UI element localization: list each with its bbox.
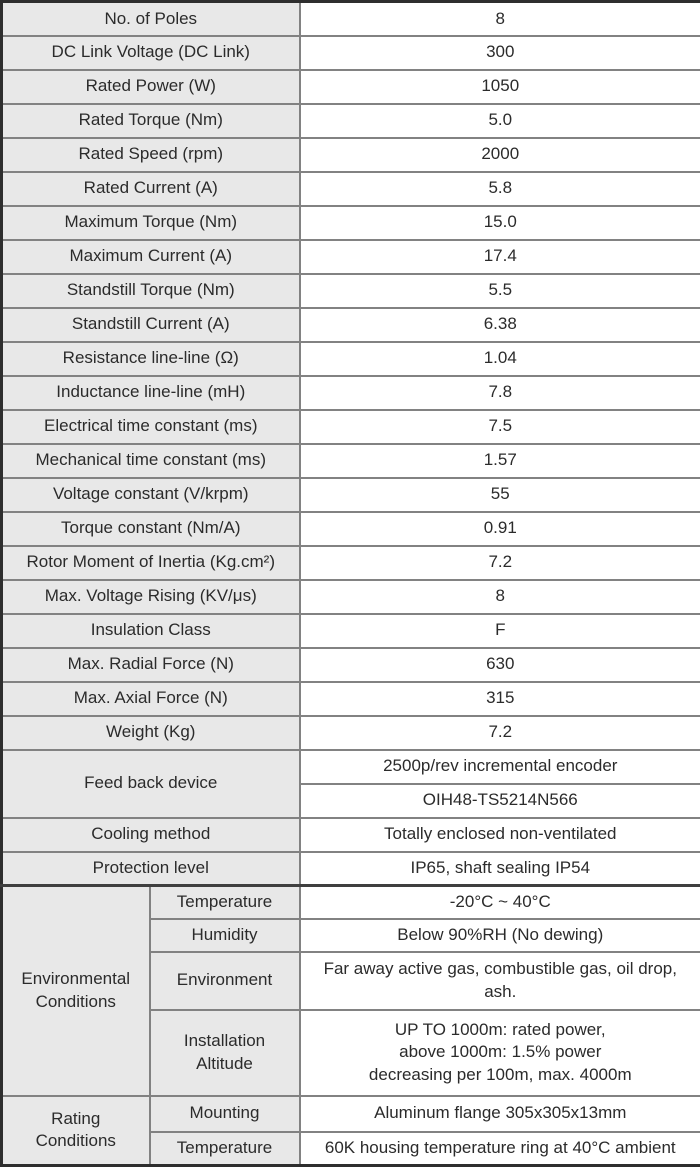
spec-row: Maximum Torque (Nm) 15.0: [2, 206, 700, 240]
condition-label: Temperature: [150, 1132, 300, 1166]
spec-value: 15.0: [300, 206, 700, 240]
condition-value: -20°C ~ 40°C: [300, 886, 700, 919]
spec-label: Standstill Current (A): [2, 308, 300, 342]
spec-label: Max. Axial Force (N): [2, 682, 300, 716]
spec-label: Torque constant (Nm/A): [2, 512, 300, 546]
spec-label: Voltage constant (V/krpm): [2, 478, 300, 512]
spec-value: 7.2: [300, 716, 700, 750]
condition-row: Rating Conditions Mounting Aluminum flan…: [2, 1096, 700, 1132]
spec-value: IP65, shaft sealing IP54: [300, 852, 700, 886]
spec-label: Maximum Torque (Nm): [2, 206, 300, 240]
spec-label: Protection level: [2, 852, 300, 886]
spec-label: Inductance line-line (mH): [2, 376, 300, 410]
spec-row: Rated Current (A) 5.8: [2, 172, 700, 206]
spec-row: Rated Speed (rpm) 2000: [2, 138, 700, 172]
spec-label: No. of Poles: [2, 2, 300, 36]
spec-row: Rated Torque (Nm) 5.0: [2, 104, 700, 138]
spec-value: 1.04: [300, 342, 700, 376]
spec-value: 7.2: [300, 546, 700, 580]
spec-label: Mechanical time constant (ms): [2, 444, 300, 478]
spec-row: Protection level IP65, shaft sealing IP5…: [2, 852, 700, 886]
spec-value: 55: [300, 478, 700, 512]
spec-row: Maximum Current (A) 17.4: [2, 240, 700, 274]
environmental-conditions-label: Environmental Conditions: [2, 886, 150, 1096]
spec-row: Max. Voltage Rising (KV/μs) 8: [2, 580, 700, 614]
spec-row: Rotor Moment of Inertia (Kg.cm²) 7.2: [2, 546, 700, 580]
spec-value: 630: [300, 648, 700, 682]
condition-label: Humidity: [150, 919, 300, 952]
spec-row: Max. Radial Force (N) 630: [2, 648, 700, 682]
spec-row: Max. Axial Force (N) 315: [2, 682, 700, 716]
spec-label: DC Link Voltage (DC Link): [2, 36, 300, 70]
spec-row: Voltage constant (V/krpm) 55: [2, 478, 700, 512]
spec-row: Insulation Class F: [2, 614, 700, 648]
condition-value: 60K housing temperature ring at 40°C amb…: [300, 1132, 700, 1166]
condition-label: Temperature: [150, 886, 300, 919]
spec-label: Standstill Torque (Nm): [2, 274, 300, 308]
spec-value: 1.57: [300, 444, 700, 478]
spec-row: No. of Poles 8: [2, 2, 700, 36]
spec-row: DC Link Voltage (DC Link) 300: [2, 36, 700, 70]
spec-value: 6.38: [300, 308, 700, 342]
spec-label: Weight (Kg): [2, 716, 300, 750]
feedback-device-value: OIH48-TS5214N566: [300, 784, 700, 818]
spec-label: Max. Radial Force (N): [2, 648, 300, 682]
spec-value: F: [300, 614, 700, 648]
spec-value: 8: [300, 2, 700, 36]
spec-value: 1050: [300, 70, 700, 104]
rating-conditions-label: Rating Conditions: [2, 1096, 150, 1166]
spec-label: Insulation Class: [2, 614, 300, 648]
feedback-row: Feed back device 2500p/rev incremental e…: [2, 750, 700, 784]
spec-row: Standstill Current (A) 6.38: [2, 308, 700, 342]
spec-value: 7.5: [300, 410, 700, 444]
spec-label: Max. Voltage Rising (KV/μs): [2, 580, 300, 614]
spec-value: 2000: [300, 138, 700, 172]
spec-row: Standstill Torque (Nm) 5.5: [2, 274, 700, 308]
condition-label: Installation Altitude: [150, 1010, 300, 1096]
spec-label: Rated Power (W): [2, 70, 300, 104]
spec-row: Inductance line-line (mH) 7.8: [2, 376, 700, 410]
spec-row: Resistance line-line (Ω) 1.04: [2, 342, 700, 376]
spec-value: 300: [300, 36, 700, 70]
spec-label: Cooling method: [2, 818, 300, 852]
spec-row: Electrical time constant (ms) 7.5: [2, 410, 700, 444]
feedback-device-value: 2500p/rev incremental encoder: [300, 750, 700, 784]
condition-value: UP TO 1000m: rated power, above 1000m: 1…: [300, 1010, 700, 1096]
spec-value: 7.8: [300, 376, 700, 410]
condition-row: Environmental Conditions Temperature -20…: [2, 886, 700, 919]
spec-label: Rotor Moment of Inertia (Kg.cm²): [2, 546, 300, 580]
spec-value: 315: [300, 682, 700, 716]
spec-label: Rated Current (A): [2, 172, 300, 206]
spec-label: Maximum Current (A): [2, 240, 300, 274]
spec-value: 5.5: [300, 274, 700, 308]
condition-label: Environment: [150, 952, 300, 1010]
condition-label: Mounting: [150, 1096, 300, 1132]
spec-value: 5.0: [300, 104, 700, 138]
spec-value: Totally enclosed non-ventilated: [300, 818, 700, 852]
spec-label: Rated Torque (Nm): [2, 104, 300, 138]
condition-value: Below 90%RH (No dewing): [300, 919, 700, 952]
spec-row: Weight (Kg) 7.2: [2, 716, 700, 750]
spec-row: Torque constant (Nm/A) 0.91: [2, 512, 700, 546]
spec-label: Resistance line-line (Ω): [2, 342, 300, 376]
spec-label: Electrical time constant (ms): [2, 410, 300, 444]
spec-row: Cooling method Totally enclosed non-vent…: [2, 818, 700, 852]
spec-value: 8: [300, 580, 700, 614]
spec-label: Rated Speed (rpm): [2, 138, 300, 172]
spec-value: 17.4: [300, 240, 700, 274]
spec-row: Rated Power (W) 1050: [2, 70, 700, 104]
spec-value: 5.8: [300, 172, 700, 206]
spec-value: 0.91: [300, 512, 700, 546]
condition-value: Far away active gas, combustible gas, oi…: [300, 952, 700, 1010]
feedback-device-label: Feed back device: [2, 750, 300, 818]
condition-value: Aluminum flange 305x305x13mm: [300, 1096, 700, 1132]
spec-row: Mechanical time constant (ms) 1.57: [2, 444, 700, 478]
